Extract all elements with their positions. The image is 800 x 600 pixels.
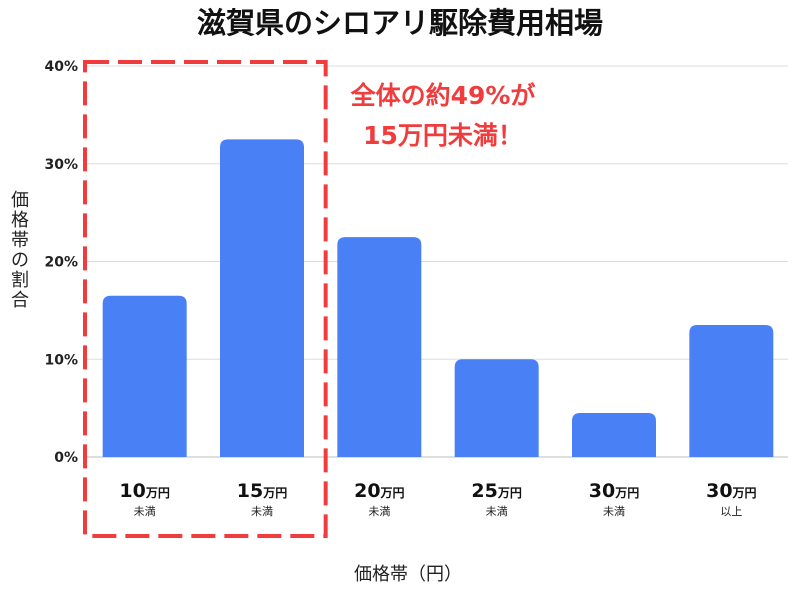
bar <box>454 359 539 457</box>
x-axis-label: 価格帯（円） <box>354 564 462 585</box>
bars <box>102 139 774 457</box>
annotation-line-1: 全体の約49%が <box>350 81 536 110</box>
x-tick-sublabel: 未満 <box>368 505 390 518</box>
x-tick-sublabel: 以上 <box>720 505 742 518</box>
chart-title: 滋賀県のシロアリ駆除費用相場 <box>197 6 603 40</box>
x-tick-sublabel: 未満 <box>603 505 625 518</box>
bar <box>102 295 187 457</box>
x-tick-label: 30万円 <box>589 480 639 502</box>
x-tick-unit: 万円 <box>262 486 287 500</box>
x-tick-number: 20 <box>354 480 380 502</box>
x-tick-number: 30 <box>589 480 615 502</box>
y-tick-label: 20% <box>44 255 78 271</box>
x-tick-sublabel: 未満 <box>134 505 156 518</box>
x-tick-unit: 万円 <box>380 486 405 500</box>
bar <box>689 325 774 457</box>
annotation-line-2: 15万円未満！ <box>363 121 523 150</box>
bar <box>337 237 422 457</box>
x-tick-unit: 万円 <box>497 486 522 500</box>
x-tick-label: 15万円 <box>237 480 287 502</box>
x-tick-label: 25万円 <box>471 480 521 502</box>
y-tick-label: 10% <box>44 352 78 368</box>
x-tick-sublabel: 未満 <box>486 505 508 518</box>
bar <box>220 139 304 457</box>
y-tick-label: 30% <box>44 157 78 173</box>
x-tick-number: 10 <box>119 480 145 502</box>
x-tick-number: 30 <box>706 480 732 502</box>
x-tick-number: 25 <box>471 480 497 502</box>
x-tick-label: 20万円 <box>354 480 404 502</box>
x-tick-unit: 万円 <box>732 486 757 500</box>
x-tick-sublabel: 未満 <box>251 505 273 518</box>
grid-lines <box>84 65 788 458</box>
x-tick-label: 30万円 <box>706 480 756 502</box>
y-axis-label: 価格帯の割合 <box>11 190 29 311</box>
x-tick-number: 15 <box>237 480 263 502</box>
y-axis-ticks: 0% 10% 20% 30% 40% <box>44 59 78 466</box>
highlight-box <box>83 60 328 538</box>
x-tick-label: 10万円 <box>119 480 169 502</box>
bar <box>572 413 656 457</box>
x-tick-unit: 万円 <box>614 486 639 500</box>
y-tick-label: 40% <box>44 59 78 75</box>
x-tick-unit: 万円 <box>145 486 170 500</box>
y-tick-label: 0% <box>54 450 78 466</box>
